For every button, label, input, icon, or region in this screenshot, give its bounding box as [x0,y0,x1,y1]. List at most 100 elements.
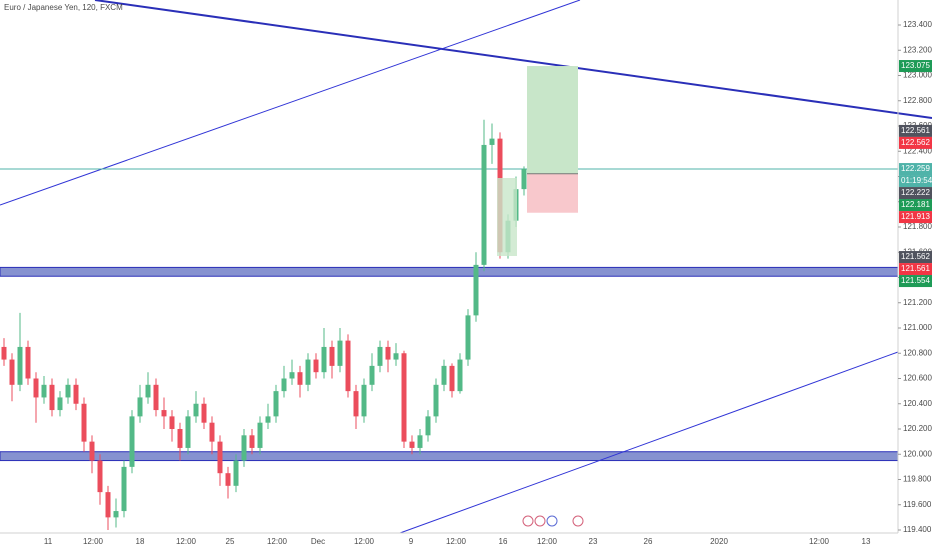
candle-body [521,168,527,190]
candle-body [57,397,63,411]
past-position [497,178,517,256]
candle-body [265,416,271,423]
price-label-box [899,275,932,288]
candle-body [73,384,79,404]
x-tick-label: 12:00 [809,537,830,546]
x-tick-label: 16 [499,537,508,546]
countdown-box [899,175,932,188]
price-label: 122.562 [901,138,930,147]
candle-body [137,397,143,417]
candle-body [329,346,335,366]
x-tick-label: Dec [311,537,325,546]
candle-body [225,473,231,486]
y-tick-label: 120.200 [903,424,932,433]
countdown: 01:19:54 [901,176,932,185]
price-label: 121.561 [901,264,930,273]
candle-body [433,384,439,417]
y-tick-label: 120.000 [903,449,932,458]
x-tick-label: 12:00 [354,537,375,546]
y-tick-label: 120.600 [903,374,932,383]
y-tick-label: 122.800 [903,96,932,105]
price-label: 122.181 [901,200,930,209]
candle-body [273,391,279,417]
x-tick-label: 25 [226,537,235,546]
x-tick-label: 11 [44,537,53,546]
event-icons [522,515,584,527]
price-label: 122.222 [901,188,930,197]
price-label-box [899,60,932,73]
x-tick-label: 12:00 [83,537,104,546]
candle-body [81,403,87,442]
candle-body [473,264,479,316]
chart-title: Euro / Japanese Yen, 120, FXCM [4,3,123,12]
y-tick-label: 121.000 [903,323,932,332]
y-tick-label: 123.000 [903,71,932,80]
candle-body [321,346,327,373]
candle-body [337,340,343,366]
y-tick-label: 119.400 [903,525,932,534]
candle-body [1,346,7,360]
event-icon[interactable] [546,515,558,527]
price-label-box [899,187,932,200]
y-tick-label: 123.400 [903,20,932,29]
candle-body [97,460,103,493]
candle-body [481,144,487,265]
trendline [399,351,899,534]
candle-body [385,346,391,360]
x-tick-label: 12:00 [267,537,288,546]
x-tick-label: 26 [644,537,653,546]
candle-body [249,435,255,448]
price-label: 122.259 [901,164,930,173]
candle-body [153,384,159,411]
candle-body [177,429,183,448]
price-label-box [899,136,932,149]
y-tick-label: 122.400 [903,146,932,155]
candle-body [17,346,23,385]
price-label-box [899,124,932,137]
price-label: 122.561 [901,126,930,135]
candle-body [233,460,239,486]
price-label-box [899,263,932,276]
x-tick-label: 2020 [710,537,728,546]
candle-body [65,384,71,398]
price-label-box [899,251,932,264]
candle-body [201,403,207,423]
candle-body [105,492,111,518]
candle-body [353,391,359,417]
event-icon[interactable] [572,515,584,527]
trendline [0,0,581,206]
trendline [94,0,932,120]
x-tick-label: 18 [136,537,145,546]
x-tick-label: 12:00 [446,537,467,546]
candle-body [49,384,55,411]
candle-body [25,346,31,379]
candle-body [113,511,119,518]
price-label-box [899,163,932,176]
candle-body [217,441,223,474]
candle-body [169,416,175,429]
candle-body [425,416,431,436]
support-zone [0,266,899,277]
candle-body [393,353,399,360]
candle-body [417,435,423,448]
candle-body [401,353,407,442]
event-icon[interactable] [522,515,534,527]
event-icon[interactable] [534,515,546,527]
candle-body [145,384,151,398]
candle-body [289,372,295,379]
price-label: 121.562 [901,252,930,261]
candle-body [297,372,303,385]
candle-body [377,346,383,366]
candle-body [9,359,15,385]
candle-body [489,138,495,145]
x-tick-label: 9 [409,537,414,546]
support-zone [0,451,899,462]
x-tick-label: 12:00 [537,537,558,546]
candle-body [209,422,215,442]
candle-body [409,441,415,448]
candle-body [449,365,455,392]
candle-body [345,340,351,392]
candle-body [161,410,167,417]
